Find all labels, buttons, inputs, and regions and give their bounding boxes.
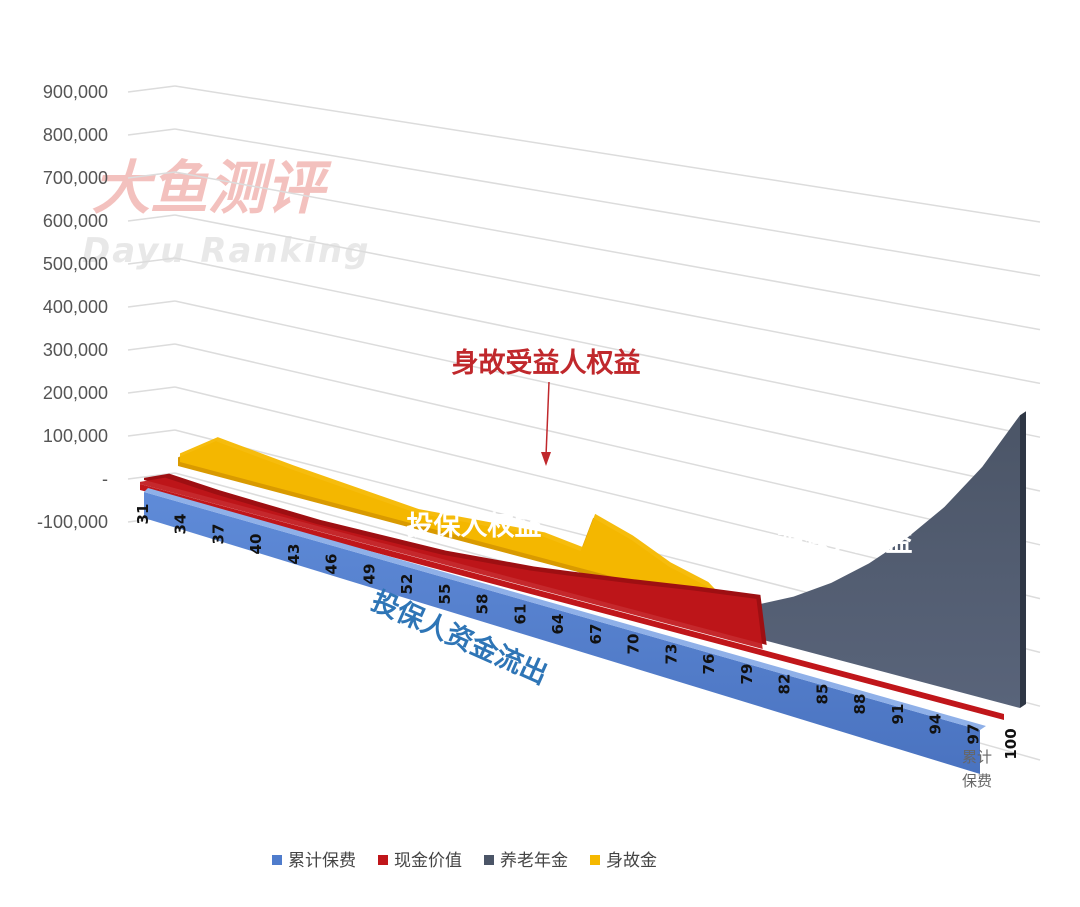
x-tick-label: 49 [360, 564, 378, 585]
legend-label-2: 养老年金 [500, 851, 568, 871]
annotation-arrow-head [541, 452, 551, 466]
legend-swatch-3 [590, 855, 600, 865]
gridline-1 [174, 128, 1041, 277]
x-tick-label: 52 [398, 574, 416, 595]
x-tick-label: 37 [209, 524, 227, 545]
x-tick-label: 88 [851, 694, 869, 715]
gridline-left-7 [127, 386, 176, 394]
x-axis: 31 34 37 40 43 46 49 52 55 58 61 64 67 70 73 76 79 82 85 88… [134, 504, 1020, 760]
annotation-death-beneficiary: 身故受益人权益 [452, 347, 641, 379]
x-tick-label: 76 [700, 654, 718, 675]
x-tick-label: 94 [927, 714, 945, 735]
legend-label-0: 累计保费 [288, 851, 356, 871]
gridline-left-3 [127, 214, 176, 222]
series-death-benefit [180, 437, 734, 609]
x-tick-label: 61 [511, 604, 529, 625]
gridline-4 [174, 257, 1041, 438]
x-tick-label: 97 [964, 724, 982, 745]
y-tick-label: -100,000 [37, 512, 108, 532]
x-tick-label: 79 [738, 664, 756, 685]
x-tick-label: 58 [474, 594, 492, 615]
legend-label-1: 现金价值 [394, 851, 462, 871]
legend-swatch-0 [272, 855, 282, 865]
legend: 累计保费 现金价值 养老年金 身故金 [272, 851, 657, 871]
series-premium-top [144, 488, 986, 730]
gridline-left-0 [127, 85, 176, 93]
gridline-left-5 [127, 300, 176, 308]
y-tick-label: 800,000 [43, 125, 108, 145]
series-cash-value-floor [140, 484, 1004, 720]
gridline-5 [174, 300, 1041, 492]
x-tick-label: 64 [549, 614, 567, 635]
gridline-2 [174, 171, 1041, 331]
series-layer [140, 411, 1026, 774]
y-axis: 900,000 800,000 700,000 600,000 500,000 400,0… [37, 82, 108, 532]
gridline-3 [174, 214, 1041, 385]
x-tick-label: 34 [172, 514, 190, 535]
x-tick-label: 31 [134, 504, 152, 525]
x-tick-label: 43 [285, 544, 303, 565]
annotation-insured: 被保人权益 [778, 527, 913, 558]
legend-label-3: 身故金 [606, 851, 657, 871]
series-annuity-edge [1020, 411, 1026, 708]
gridline-left-2 [127, 171, 176, 179]
y-tick-label: 700,000 [43, 168, 108, 188]
x-tick-label: 55 [436, 584, 454, 605]
series-cash-value [140, 477, 763, 649]
x-tick-label: 82 [776, 674, 794, 695]
y-tick-label: 100,000 [43, 426, 108, 446]
gridline-left-6 [127, 343, 176, 351]
x-tick-label: 73 [662, 644, 680, 665]
gridline-left-1 [127, 128, 176, 136]
y-tick-label: 500,000 [43, 254, 108, 274]
gridline-left-4 [127, 257, 176, 265]
x-tick-label: 40 [247, 534, 265, 555]
side-label-line1: 累计 [962, 748, 992, 766]
y-tick-label: 600,000 [43, 211, 108, 231]
side-label-line2: 保费 [962, 772, 992, 790]
gridline-6 [174, 343, 1041, 546]
gridline-0 [174, 85, 1041, 223]
legend-swatch-1 [378, 855, 388, 865]
y-tick-label: 200,000 [43, 383, 108, 403]
y-tick-label: - [102, 469, 108, 489]
gridline-left-8 [127, 429, 176, 437]
x-tick-label: 100 [1002, 728, 1020, 759]
y-tick-label: 400,000 [43, 297, 108, 317]
x-tick-label: 67 [587, 624, 605, 645]
y-tick-label: 900,000 [43, 82, 108, 102]
legend-swatch-2 [484, 855, 494, 865]
x-tick-label: 70 [625, 634, 643, 655]
x-tick-label: 91 [889, 704, 907, 725]
series-annuity [152, 415, 1020, 708]
series-premium [144, 492, 980, 774]
watermark-en: Dayu Ranking [82, 231, 370, 271]
x-tick-label: 46 [323, 554, 341, 575]
annotation-policyholder: 投保人权益 [407, 511, 542, 542]
y-tick-label: 300,000 [43, 340, 108, 360]
watermark-cn: 大鱼测评 [92, 154, 332, 222]
x-tick-label: 85 [813, 684, 831, 705]
annotation-arrow-line [545, 381, 550, 457]
